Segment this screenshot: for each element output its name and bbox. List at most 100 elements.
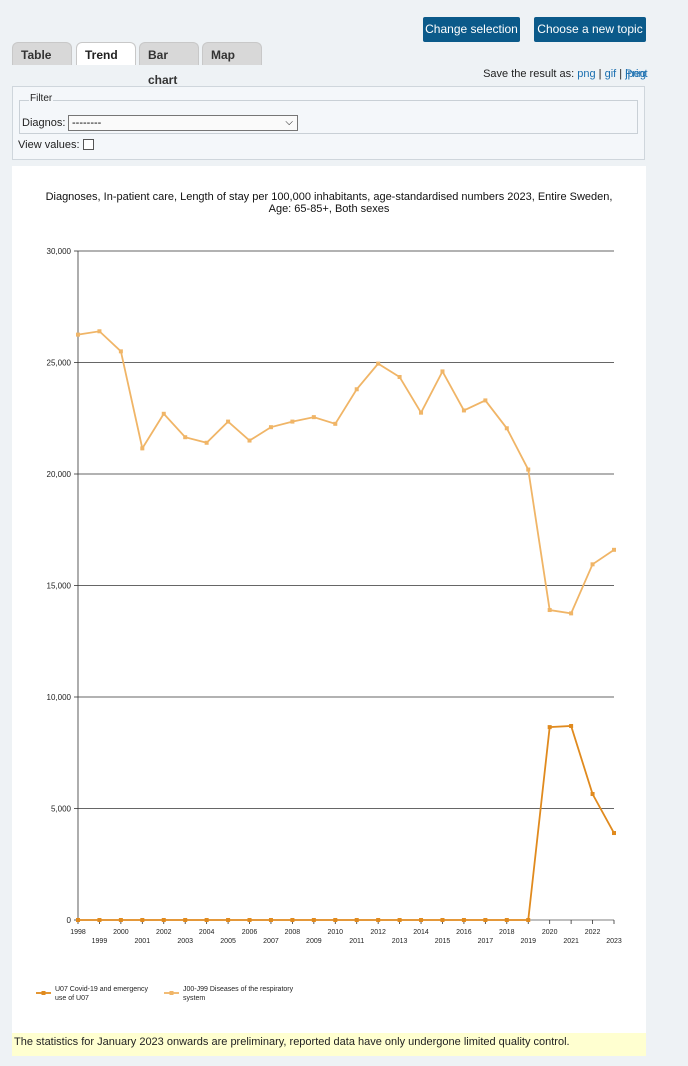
data-point	[419, 410, 424, 415]
data-point	[504, 426, 509, 431]
legend-marker	[169, 991, 174, 995]
x-tick-label: 2021	[563, 938, 579, 945]
tab-bar-chart[interactable]: Bar chart	[139, 42, 199, 87]
x-tick-label: 2019	[520, 938, 536, 945]
x-tick-label: 2006	[242, 929, 258, 936]
data-point	[612, 547, 616, 552]
chart-panel: Diagnoses, In-patient care, Length of st…	[12, 166, 646, 1033]
x-tick-label: 2020	[542, 929, 558, 936]
x-tick-label: 2022	[585, 929, 601, 936]
legend-marker	[41, 991, 46, 995]
chart-title-line1: Diagnoses, In-patient care, Length of st…	[46, 191, 613, 203]
x-tick-label: 2009	[306, 938, 322, 945]
data-point	[247, 918, 252, 922]
y-tick-label: 25,000	[47, 359, 72, 368]
data-point	[161, 918, 166, 922]
data-point	[440, 918, 445, 922]
series-line	[77, 330, 615, 615]
legend-label: system	[183, 995, 205, 1002]
change-selection-button[interactable]: Change selection	[423, 17, 520, 42]
tab-map[interactable]: Map	[202, 42, 262, 65]
diagnos-select[interactable]: -------- ⌵	[68, 115, 298, 131]
x-tick-label: 2007	[263, 938, 279, 945]
save-result-row: Save the result as: png | gif | jpeg	[483, 68, 646, 80]
data-point	[376, 918, 381, 922]
tab-table[interactable]: Table	[12, 42, 72, 65]
filter-fieldset: Filter Diagnos: -------- ⌵	[19, 93, 638, 134]
print-link[interactable]: Print	[625, 68, 648, 80]
save-separator: |	[619, 68, 623, 80]
legend-label: J00-J99 Diseases of the respiratory	[183, 986, 294, 993]
x-tick-label: 2008	[285, 929, 301, 936]
data-point	[590, 562, 595, 567]
data-point	[76, 918, 80, 922]
data-point	[354, 918, 359, 922]
legend-label: use of U07	[55, 995, 89, 1002]
y-tick-label: 30,000	[47, 247, 72, 256]
data-point	[461, 918, 466, 922]
tab-trend[interactable]: Trend	[76, 42, 136, 65]
data-point	[140, 918, 145, 922]
data-point	[311, 415, 316, 420]
data-point	[440, 369, 445, 374]
view-values-checkbox[interactable]	[83, 139, 94, 150]
x-tick-label: 2010	[327, 929, 343, 936]
save-png-link[interactable]: png	[577, 68, 596, 80]
data-point	[97, 329, 102, 334]
data-point	[483, 918, 488, 922]
x-tick-label: 2016	[456, 929, 472, 936]
view-values-label: View values:	[18, 139, 80, 151]
x-tick-label: 2004	[199, 929, 215, 936]
data-point	[397, 918, 402, 922]
data-point	[612, 831, 616, 836]
data-point	[290, 419, 295, 424]
save-jpeg-link[interactable]: jpeg	[625, 68, 646, 80]
data-point	[118, 918, 123, 922]
data-point	[76, 332, 80, 337]
trend-chart: Diagnoses, In-patient care, Length of st…	[36, 191, 622, 1002]
data-point	[504, 918, 509, 922]
x-tick-label: 2018	[499, 929, 515, 936]
data-point	[419, 918, 424, 922]
data-point	[183, 918, 188, 922]
x-tick-label: 2002	[156, 929, 172, 936]
data-point	[526, 467, 531, 472]
data-point	[268, 425, 273, 430]
data-point	[268, 918, 273, 922]
data-point	[161, 411, 166, 416]
data-point	[376, 361, 381, 366]
y-tick-label: 20,000	[47, 470, 72, 479]
data-point	[226, 419, 231, 424]
y-tick-label: 10,000	[47, 693, 72, 702]
data-point	[226, 918, 231, 922]
filter-panel: Filter Diagnos: -------- ⌵ View values:	[12, 86, 645, 160]
data-point	[204, 918, 209, 922]
y-tick-label: 15,000	[47, 582, 72, 591]
data-point	[590, 792, 595, 797]
series-line	[78, 725, 615, 921]
data-point	[204, 440, 209, 445]
preliminary-note: The statistics for January 2023 onwards …	[12, 1033, 646, 1056]
data-point	[311, 918, 316, 922]
x-tick-label: 2015	[435, 938, 451, 945]
y-tick-label: 0	[67, 916, 72, 925]
data-point	[118, 349, 123, 354]
data-point	[569, 723, 574, 728]
chevron-down-icon: ⌵	[285, 117, 293, 128]
diagnos-select-value: --------	[72, 117, 102, 129]
x-tick-label: 2000	[113, 929, 129, 936]
x-tick-label: 2017	[478, 938, 494, 945]
x-tick-label: 2001	[135, 938, 151, 945]
data-point	[569, 611, 574, 616]
data-point	[140, 446, 145, 451]
data-point	[547, 725, 552, 730]
save-gif-link[interactable]: gif	[604, 68, 617, 80]
x-tick-label: 2011	[349, 938, 364, 945]
choose-new-topic-button[interactable]: Choose a new topic	[534, 17, 646, 42]
x-tick-label: 2012	[370, 929, 386, 936]
data-point	[97, 918, 102, 922]
chart-title-line2: Age: 65-85+, Both sexes	[269, 203, 390, 215]
data-point	[461, 408, 466, 413]
x-tick-label: 2013	[392, 938, 408, 945]
filter-legend: Filter	[29, 93, 54, 104]
